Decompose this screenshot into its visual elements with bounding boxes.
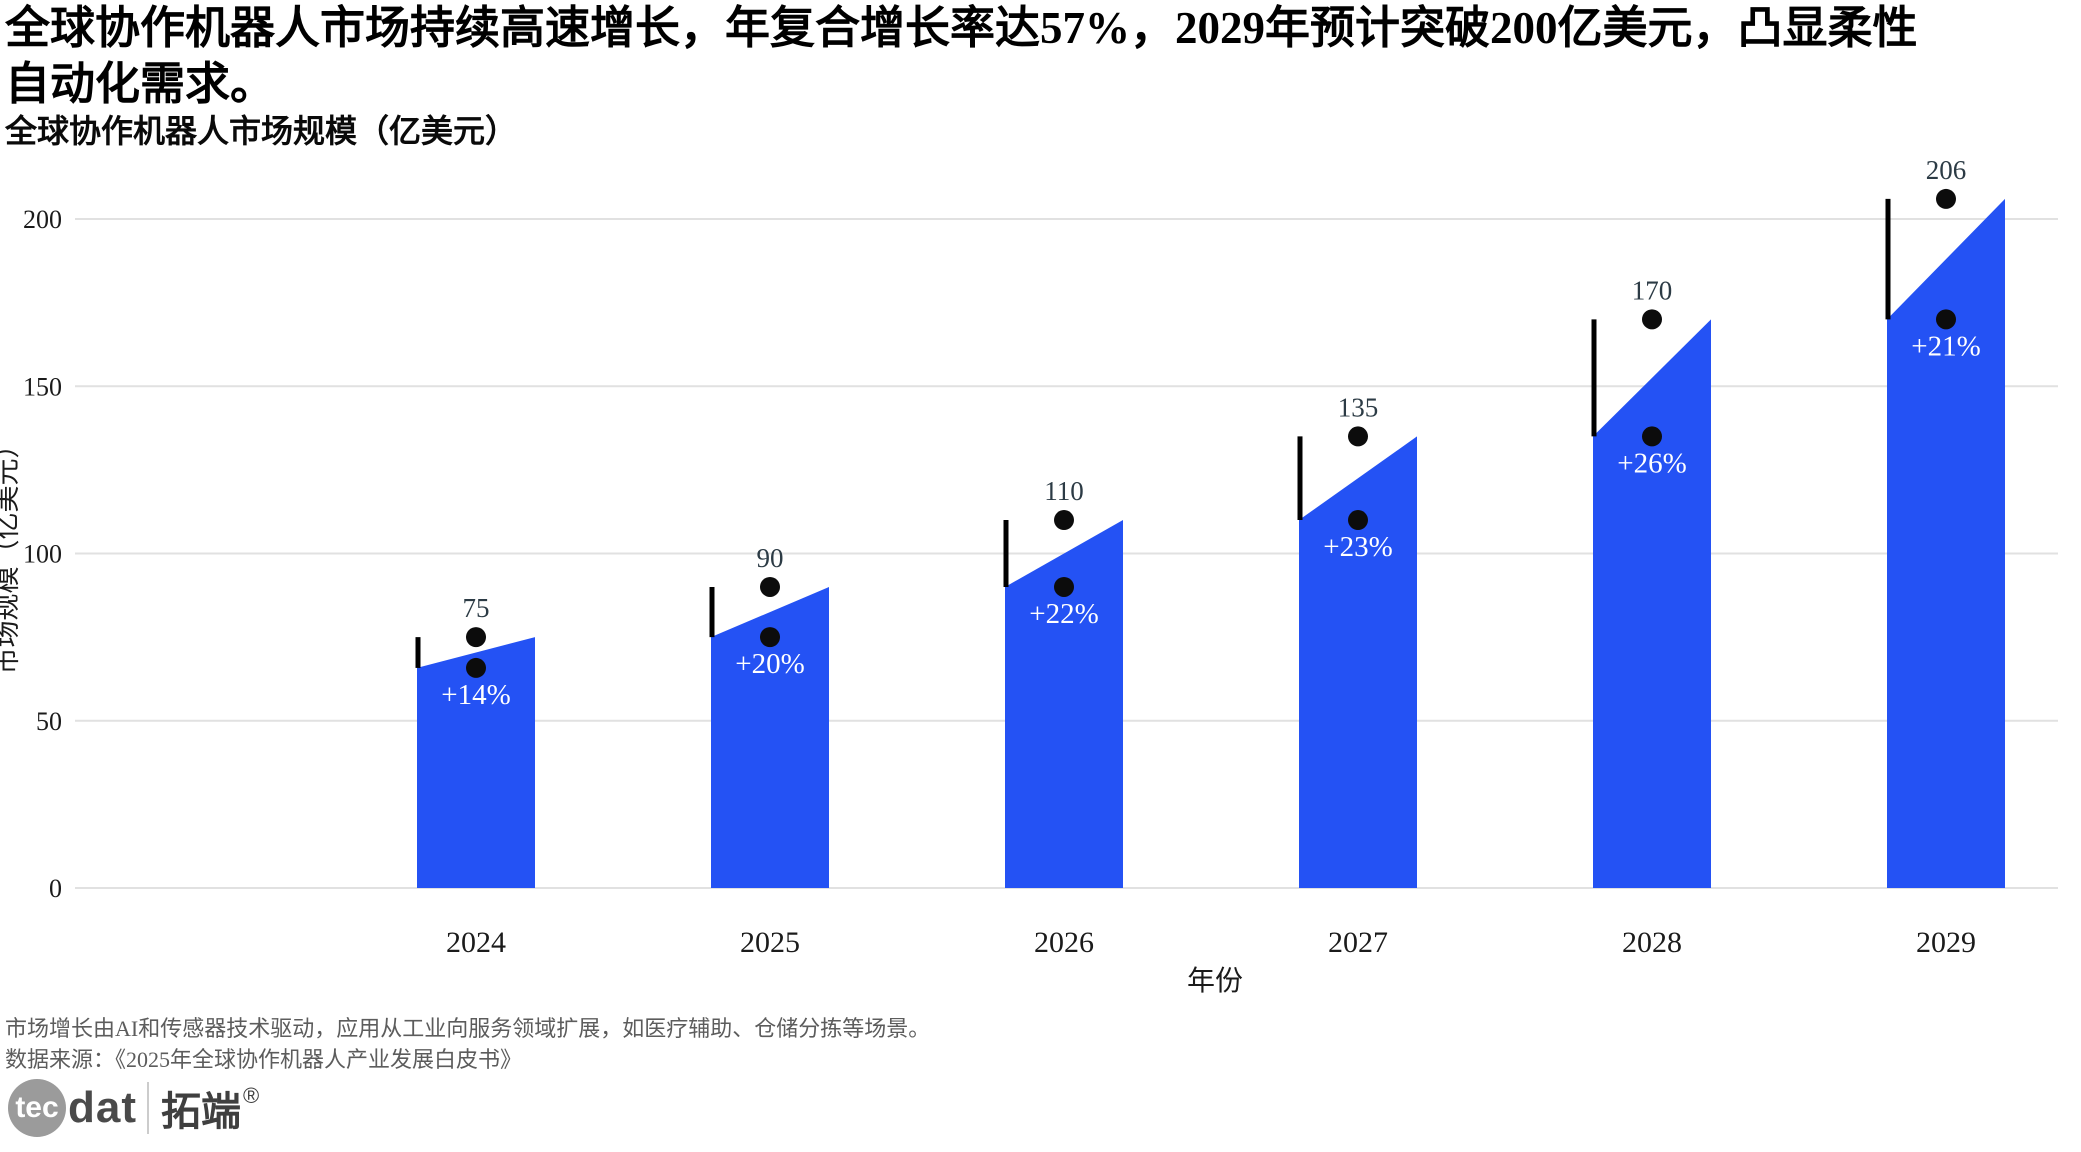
growth-percent-label: +20% — [735, 648, 805, 680]
y-tick-label: 150 — [23, 372, 62, 401]
page-title: 全球协作机器人市场持续高速增长，年复合增长率达57%，2029年预计突破200亿… — [5, 0, 2075, 112]
previous-value-dot — [1642, 426, 1662, 447]
tecdat-logo-cn: 拓端 — [161, 1090, 241, 1134]
current-value-dot — [1936, 188, 1956, 209]
tecdat-logo-tec: tec — [15, 1091, 59, 1124]
bar-value-label: 75 — [463, 593, 490, 623]
page-title-line1: 全球协作机器人市场持续高速增长，年复合增长率达57%，2029年预计突破200亿… — [5, 3, 1918, 53]
page-title-line2: 自动化需求。 — [5, 59, 276, 109]
x-tick-label: 2025 — [740, 926, 800, 959]
growth-percent-label: +23% — [1323, 531, 1393, 563]
tecdat-logo-circle: tec — [8, 1079, 66, 1137]
x-tick-label: 2027 — [1328, 926, 1388, 959]
previous-value-dot — [1348, 510, 1368, 531]
current-value-dot — [1348, 426, 1368, 447]
y-tick-label: 0 — [49, 874, 62, 903]
previous-value-dot — [466, 657, 486, 678]
growth-percent-label: +26% — [1617, 447, 1687, 479]
y-tick-label: 200 — [23, 205, 62, 234]
bar-2024 — [417, 637, 535, 888]
bar-value-label: 110 — [1044, 476, 1084, 506]
chart-title: 全球协作机器人市场规模（亿美元） — [5, 113, 518, 149]
current-value-dot — [760, 576, 780, 597]
tecdat-logo: tec dat 拓端 ® — [8, 1078, 259, 1138]
x-tick-label: 2024 — [446, 926, 506, 959]
x-tick-label: 2029 — [1916, 926, 1976, 959]
bar-value-label: 170 — [1632, 275, 1673, 305]
logo-divider — [147, 1082, 149, 1134]
data-source-note: 数据来源：《2025年全球协作机器人产业发展白皮书》 — [5, 1047, 523, 1072]
previous-value-dot — [760, 627, 780, 648]
bar-2025 — [711, 586, 829, 888]
current-value-dot — [466, 627, 486, 648]
current-value-dot — [1642, 309, 1662, 330]
growth-percent-label: +22% — [1029, 598, 1099, 630]
bar-2029 — [1887, 198, 2005, 888]
x-tick-label: 2028 — [1622, 926, 1682, 959]
bar-2026 — [1005, 520, 1123, 888]
chart-note: 市场增长由AI和传感器技术驱动，应用从工业向服务领域扩展，如医疗辅助、仓储分拣等… — [5, 1016, 931, 1041]
bar-2027 — [1299, 436, 1417, 888]
y-tick-label: 50 — [36, 707, 62, 736]
bar-2028 — [1593, 319, 1711, 889]
tecdat-logo-dat: dat — [68, 1083, 137, 1132]
bar-value-label: 135 — [1338, 392, 1379, 422]
bar-value-label: 90 — [757, 543, 784, 573]
current-value-dot — [1054, 510, 1074, 531]
previous-value-dot — [1054, 576, 1074, 597]
x-tick-label: 2026 — [1034, 926, 1094, 959]
registered-trademark-icon: ® — [243, 1083, 260, 1108]
previous-value-dot — [1936, 309, 1956, 330]
y-tick-label: 100 — [23, 540, 62, 569]
y-axis-title: 市场规模（亿美元） — [0, 432, 22, 675]
growth-percent-label: +21% — [1911, 330, 1981, 362]
x-axis-title: 年份 — [1187, 965, 1243, 997]
growth-percent-label: +14% — [441, 679, 511, 711]
bar-value-label: 206 — [1926, 155, 1967, 185]
